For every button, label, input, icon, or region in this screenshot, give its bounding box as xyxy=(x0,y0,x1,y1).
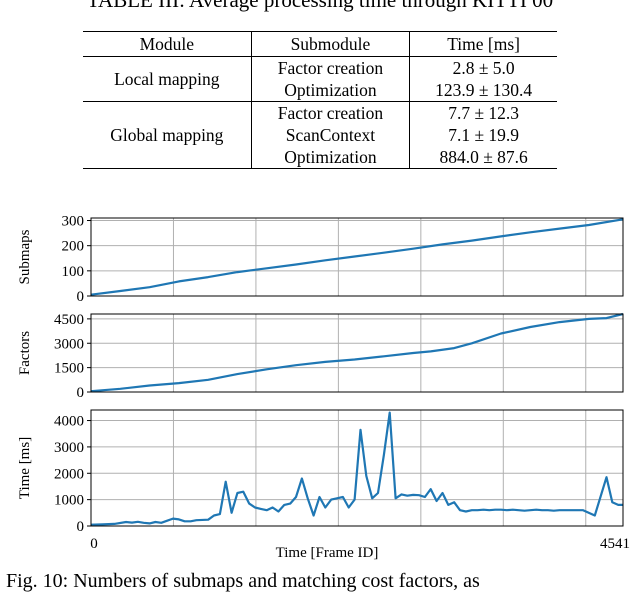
submodule-cell: Factor creation xyxy=(250,101,410,124)
figure-plots: 0 100 200 300 Submaps 0 1500 3000 4500 Factors 0 10… xyxy=(17,214,630,561)
y-tick-label: 1000 xyxy=(54,493,84,509)
y-tick-label: 4500 xyxy=(54,312,84,328)
table-row: Local mapping Factor creation 2.8 ± 5.0 xyxy=(83,56,557,102)
y-tick-label: 3000 xyxy=(54,440,84,456)
table-caption: TABLE III: Average processing time throu… xyxy=(86,0,554,12)
time-cell: 7.1 ± 19.9 xyxy=(409,124,557,146)
plot-frame xyxy=(90,409,624,527)
header-submodule: Submodule xyxy=(250,31,410,57)
x-axis-label: Time [Frame ID] xyxy=(276,545,379,561)
figure-caption: Fig. 10: Numbers of submaps and matching… xyxy=(6,570,480,592)
x-tick-label: 4541 xyxy=(600,536,630,552)
y-tick-label: 200 xyxy=(62,239,85,255)
y-tick-label: 2000 xyxy=(54,466,84,482)
time-cell: 7.7 ± 12.3 xyxy=(409,101,557,124)
plot-frame xyxy=(90,313,624,393)
y-tick-label: 300 xyxy=(62,214,85,230)
time-cell: 2.8 ± 5.0 xyxy=(409,56,557,79)
submodule-cell: Factor creation xyxy=(250,56,410,79)
y-tick-label: 100 xyxy=(62,264,85,280)
y-tick-label: 4000 xyxy=(54,414,84,430)
table-header-row: Module Submodule Time [ms] xyxy=(83,31,557,57)
series-line xyxy=(90,312,624,393)
series-line xyxy=(90,218,624,296)
y-axis-label: Factors xyxy=(17,331,33,375)
module-cell: Global mapping xyxy=(83,101,252,169)
y-axis-label: Submaps xyxy=(17,229,33,284)
time-cell: 884.0 ± 87.6 xyxy=(409,146,557,169)
y-tick-label: 0 xyxy=(77,289,85,305)
y-axis-label: Time [ms] xyxy=(17,437,33,499)
table-row: Global mapping Factor creation 7.7 ± 12.… xyxy=(83,101,557,169)
y-tick-label: 0 xyxy=(77,385,85,401)
table-row: Optimization 884.0 ± 87.6 xyxy=(83,146,557,169)
table-row: Optimization 123.9 ± 130.4 xyxy=(83,79,557,102)
module-cell: Local mapping xyxy=(83,56,252,102)
y-tick-label: 3000 xyxy=(54,336,84,352)
series-line xyxy=(90,411,623,526)
table-row: ScanContext 7.1 ± 19.9 xyxy=(83,124,557,146)
header-module: Module xyxy=(83,31,252,57)
time-cell: 123.9 ± 130.4 xyxy=(409,79,557,102)
plot-frame xyxy=(90,217,624,297)
results-table: Module Submodule Time [ms] Local mapping… xyxy=(83,31,557,169)
header-time: Time [ms] xyxy=(409,31,557,57)
x-tick-label: 0 xyxy=(90,536,98,552)
submodule-cell: Optimization xyxy=(250,146,410,169)
y-tick-label: 1500 xyxy=(54,361,84,377)
submodule-cell: Optimization xyxy=(250,79,410,102)
y-tick-label: 0 xyxy=(77,519,85,535)
submodule-cell: ScanContext xyxy=(250,124,410,146)
